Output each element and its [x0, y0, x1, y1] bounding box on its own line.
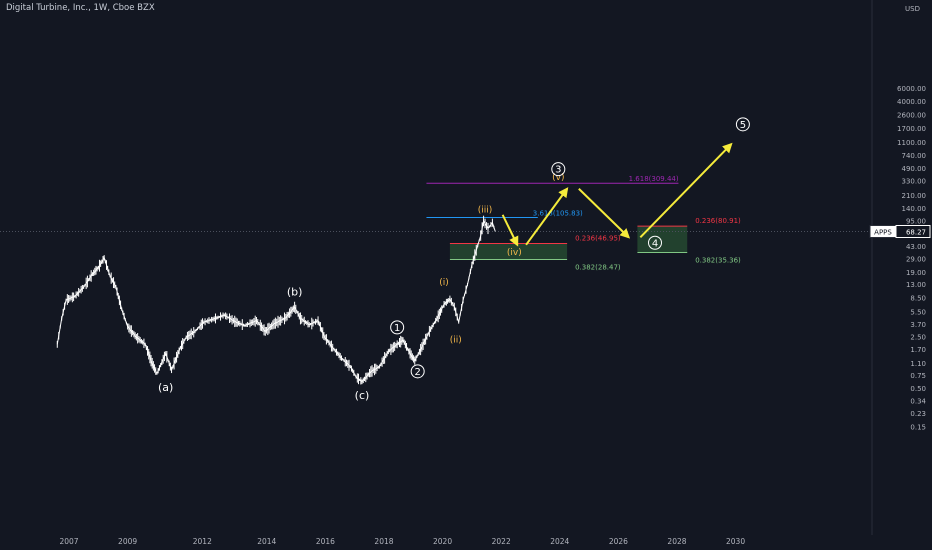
x-tick-label: 2016	[316, 537, 335, 546]
fib-label: 0.382(35.36)	[695, 257, 741, 265]
y-tick-label: 330.00	[902, 178, 927, 186]
fib-label: 0.236(46.95)	[575, 234, 621, 242]
x-tick-label: 2028	[667, 537, 686, 546]
fib-label: 0.236(80.91)	[695, 217, 741, 225]
price-tag: 68.27	[906, 229, 926, 237]
y-tick-label: 0.34	[910, 397, 926, 405]
y-tick-label: 1.10	[910, 360, 926, 368]
y-tick-label: 490.00	[902, 165, 927, 173]
projection-arrow	[639, 142, 733, 238]
fib-zone-wave-iv	[449, 243, 568, 260]
y-tick-label: 0.75	[910, 372, 926, 380]
y-tick-label: 0.23	[910, 410, 926, 418]
projection-arrow	[525, 187, 569, 246]
x-tick-label: 2030	[726, 537, 745, 546]
wave-label-circle	[410, 364, 425, 379]
wave-label-circle	[648, 235, 662, 250]
fib-zone-wave-4	[637, 226, 688, 253]
y-tick-label: 140.00	[902, 205, 927, 213]
wave-label: (ii)	[450, 336, 462, 346]
y-tick-label: 8.50	[910, 295, 926, 303]
price-series-line	[56, 219, 496, 383]
y-tick-label: 1.70	[910, 346, 926, 354]
x-tick-label: 2022	[492, 537, 511, 546]
wave-label: 2	[414, 367, 420, 378]
symbol-tag: APPS	[874, 229, 892, 237]
fib-label: 0.382(28.47)	[575, 263, 621, 271]
y-tick-label: 4000.00	[897, 98, 926, 106]
y-tick-label: 13.00	[906, 281, 926, 289]
wave-label: (i)	[439, 278, 449, 288]
y-tick-label: 6000.00	[897, 85, 926, 93]
wave-label: 4	[652, 238, 658, 249]
wave-label: (a)	[158, 381, 173, 394]
y-tick-label: 95.00	[906, 217, 926, 225]
wave-label-circle	[551, 162, 566, 177]
y-tick-label: 740.00	[902, 152, 927, 160]
wave-label: (c)	[355, 389, 370, 402]
projection-arrow	[501, 214, 519, 247]
y-tick-label: 19.00	[906, 269, 926, 277]
y-tick-label: 2.50	[910, 334, 926, 342]
y-tick-label: 210.00	[902, 192, 927, 200]
x-tick-label: 2007	[59, 537, 78, 546]
currency-label: USD	[905, 5, 920, 13]
x-tick-label: 2012	[193, 537, 212, 546]
y-tick-label: 0.15	[910, 424, 926, 432]
x-tick-label: 2009	[118, 537, 137, 546]
y-tick-label: 0.50	[910, 385, 926, 393]
symbol-title: Digital Turbine, Inc., 1W, Cboe BZX	[6, 3, 155, 13]
wave-label-circle	[735, 117, 750, 132]
x-tick-label: 2024	[550, 537, 569, 546]
y-tick-label: 43.00	[906, 243, 926, 251]
wave-label: 3	[555, 165, 561, 176]
x-tick-label: 2020	[433, 537, 452, 546]
y-tick-label: 3.70	[910, 321, 926, 329]
wave-label: (v)	[552, 173, 564, 183]
y-tick-label: 1700.00	[897, 125, 926, 133]
y-tick-label: 29.00	[906, 255, 926, 263]
y-tick-label: 2600.00	[897, 112, 926, 120]
wave-label: (iv)	[507, 248, 522, 258]
x-tick-label: 2014	[257, 537, 276, 546]
fib-label: 3.618(105.83)	[533, 209, 583, 217]
wave-label: (iii)	[478, 206, 493, 216]
wave-label: (b)	[287, 285, 303, 298]
price-tag-bg	[895, 225, 931, 238]
x-tick-label: 2018	[374, 537, 393, 546]
wave-label: 1	[394, 323, 400, 334]
y-tick-label: 1100.00	[897, 139, 926, 147]
x-tick-label: 2026	[609, 537, 628, 546]
wave-label-circle	[390, 320, 405, 335]
fib-label: 1.618(309.44)	[629, 175, 679, 183]
projection-arrow	[578, 188, 631, 239]
y-tick-label: 5.50	[910, 309, 926, 317]
wave-label: 5	[740, 120, 746, 131]
